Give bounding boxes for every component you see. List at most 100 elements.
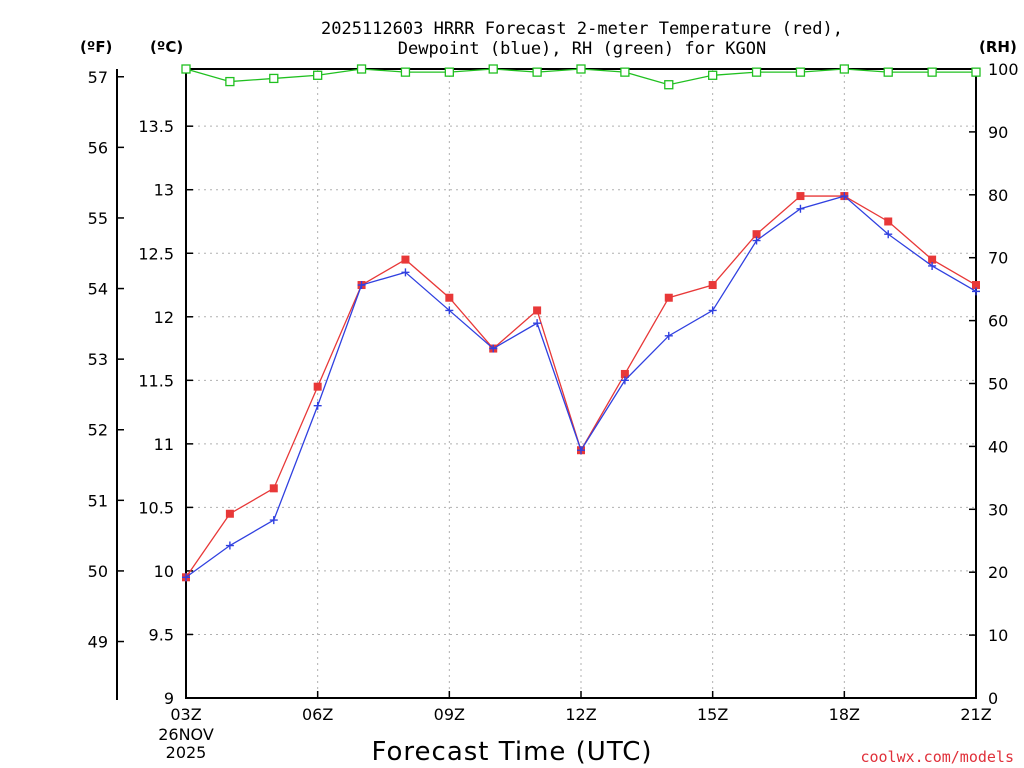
rh-tick-label: 60: [988, 312, 1008, 331]
rh-point: [400, 67, 411, 77]
celsius-tick-label: 12.5: [138, 244, 174, 263]
rh-unit-label: (RH): [979, 38, 1017, 56]
rh-point: [181, 64, 191, 74]
fahrenheit-tick-label: 57: [88, 68, 108, 87]
rh-point: [576, 64, 586, 74]
celsius-unit-label: (ºC): [150, 38, 183, 56]
dewpoint-point: [928, 261, 937, 270]
temperature-point: [752, 230, 761, 239]
rh-tick-label: 0: [988, 689, 998, 708]
rh-point: [795, 67, 806, 77]
dewpoint-point: [401, 268, 410, 277]
x-tick-label: 03Z: [170, 705, 201, 724]
temperature-point: [225, 509, 234, 518]
x-tick-label: 15Z: [697, 705, 728, 724]
rh-tick-label: 50: [988, 375, 1008, 394]
dewpoint-point: [445, 306, 454, 315]
temperature-point: [269, 484, 278, 493]
fahrenheit-tick-label: 53: [88, 350, 108, 369]
temperature-point: [796, 192, 805, 201]
x-date-label: 26NOV: [158, 725, 214, 744]
rh-point: [927, 67, 937, 77]
rh-tick-label: 20: [988, 563, 1008, 582]
rh-point: [708, 70, 718, 80]
dewpoint-point: [884, 230, 893, 239]
rh-point: [269, 73, 279, 84]
series-rh: [181, 64, 981, 90]
celsius-tick-label: 12: [154, 308, 174, 327]
dewpoint-point: [972, 287, 980, 296]
fahrenheit-tick-label: 56: [88, 138, 108, 157]
dewpoint-point: [269, 516, 278, 525]
dewpoint-point: [752, 236, 761, 245]
rh-point: [532, 67, 542, 77]
celsius-tick-label: 13.5: [138, 117, 174, 136]
dewpoint-point: [489, 344, 498, 353]
rh-point: [225, 76, 235, 87]
grid-layer: [186, 69, 976, 698]
temperature-point: [972, 281, 980, 290]
fahrenheit-tick-label: 55: [88, 209, 108, 228]
fahrenheit-tick-label: 54: [88, 280, 108, 299]
rh-tick-label: 80: [988, 186, 1008, 205]
dewpoint-point: [577, 446, 585, 455]
rh-tick-label: 90: [988, 123, 1008, 142]
temperature-point: [664, 293, 673, 302]
temperature-point: [533, 306, 542, 315]
celsius-tick-label: 9.5: [149, 625, 174, 644]
celsius-tick-label: 11: [154, 435, 174, 454]
credit-link[interactable]: coolwx.com/models: [860, 748, 1014, 766]
celsius-tick-label: 13: [154, 181, 174, 200]
rh-tick-label: 40: [988, 437, 1008, 456]
tick-label-layer: 9 9.5 10 10.5 11 11.5 12 12.5 13 13.5 49 50 51 52 53 54…: [88, 60, 1019, 762]
rh-point: [620, 67, 630, 77]
x-tick-label: 09Z: [434, 705, 465, 724]
rh-tick-label: 30: [988, 500, 1008, 519]
chart-title-line1: 2025112603 HRRR Forecast 2-meter Tempera…: [321, 19, 843, 39]
temperature-point: [708, 281, 717, 290]
dewpoint-point: [708, 306, 717, 315]
x-axis-title: Forecast Time (UTC): [371, 737, 652, 767]
x-date-label: 2025: [166, 743, 207, 762]
fahrenheit-unit-label: (ºF): [80, 38, 112, 56]
dewpoint-point: [357, 281, 366, 290]
x-tick-label: 06Z: [302, 705, 333, 724]
dewpoint-point: [313, 401, 322, 410]
rh-point: [488, 64, 498, 74]
dewpoint-point: [840, 192, 849, 201]
chart-title-line2: Dewpoint (blue), RH (green) for KGON: [398, 39, 766, 59]
rh-tick-label: 100: [988, 60, 1019, 79]
rh-point: [664, 80, 674, 90]
celsius-tick-label: 10: [154, 562, 174, 581]
fahrenheit-tick-label: 51: [88, 491, 108, 510]
dewpoint-point: [533, 319, 542, 328]
temperature-point: [620, 369, 629, 378]
rh-point: [444, 67, 454, 77]
temperature-point: [401, 255, 410, 264]
x-tick-label: 12Z: [565, 705, 596, 724]
rh-point: [971, 67, 981, 77]
fahrenheit-tick-label: 49: [88, 633, 108, 652]
series-dewpoint: [182, 192, 980, 582]
x-tick-label: 18Z: [829, 705, 860, 724]
rh-point: [883, 67, 893, 77]
celsius-tick-label: 10.5: [138, 498, 174, 517]
temperature-point: [445, 293, 454, 302]
x-tick-label: 21Z: [960, 705, 991, 724]
axes-layer: [116, 68, 977, 700]
temperature-point: [884, 217, 893, 226]
dewpoint-point: [620, 376, 629, 385]
dewpoint-point: [796, 204, 805, 213]
rh-tick-label: 70: [988, 249, 1008, 268]
temperature-point: [928, 255, 937, 264]
rh-point: [313, 70, 323, 80]
temperature-point: [313, 382, 322, 391]
rh-point: [751, 67, 762, 77]
dewpoint-point: [664, 331, 673, 340]
rh-tick-label: 10: [988, 626, 1008, 645]
fahrenheit-tick-label: 50: [88, 562, 108, 581]
rh-point: [356, 64, 367, 74]
celsius-tick-label: 11.5: [138, 371, 174, 390]
